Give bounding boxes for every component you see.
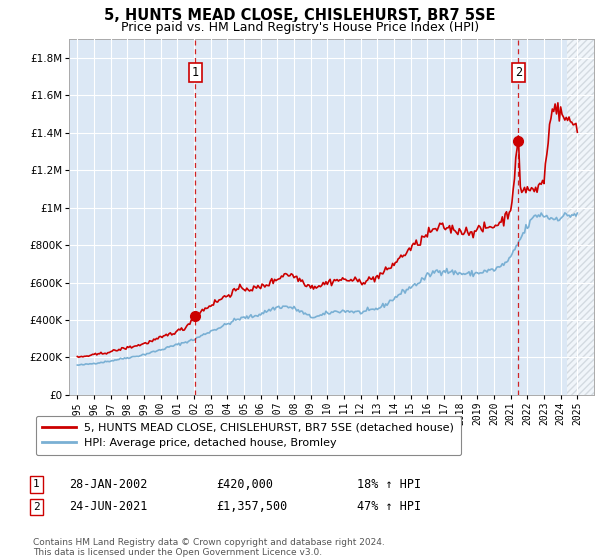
Text: 2: 2 — [515, 67, 522, 80]
Legend: 5, HUNTS MEAD CLOSE, CHISLEHURST, BR7 5SE (detached house), HPI: Average price, : 5, HUNTS MEAD CLOSE, CHISLEHURST, BR7 5S… — [35, 416, 461, 455]
Text: 2: 2 — [33, 502, 40, 512]
Text: £420,000: £420,000 — [216, 478, 273, 491]
Text: 1: 1 — [192, 67, 199, 80]
Text: 28-JAN-2002: 28-JAN-2002 — [69, 478, 148, 491]
Text: Contains HM Land Registry data © Crown copyright and database right 2024.
This d: Contains HM Land Registry data © Crown c… — [33, 538, 385, 557]
Text: 1: 1 — [33, 479, 40, 489]
Text: Price paid vs. HM Land Registry's House Price Index (HPI): Price paid vs. HM Land Registry's House … — [121, 21, 479, 34]
Text: 5, HUNTS MEAD CLOSE, CHISLEHURST, BR7 5SE: 5, HUNTS MEAD CLOSE, CHISLEHURST, BR7 5S… — [104, 8, 496, 24]
Text: 18% ↑ HPI: 18% ↑ HPI — [357, 478, 421, 491]
Bar — [568, 39, 594, 395]
Text: 47% ↑ HPI: 47% ↑ HPI — [357, 500, 421, 514]
Text: 24-JUN-2021: 24-JUN-2021 — [69, 500, 148, 514]
Text: £1,357,500: £1,357,500 — [216, 500, 287, 514]
